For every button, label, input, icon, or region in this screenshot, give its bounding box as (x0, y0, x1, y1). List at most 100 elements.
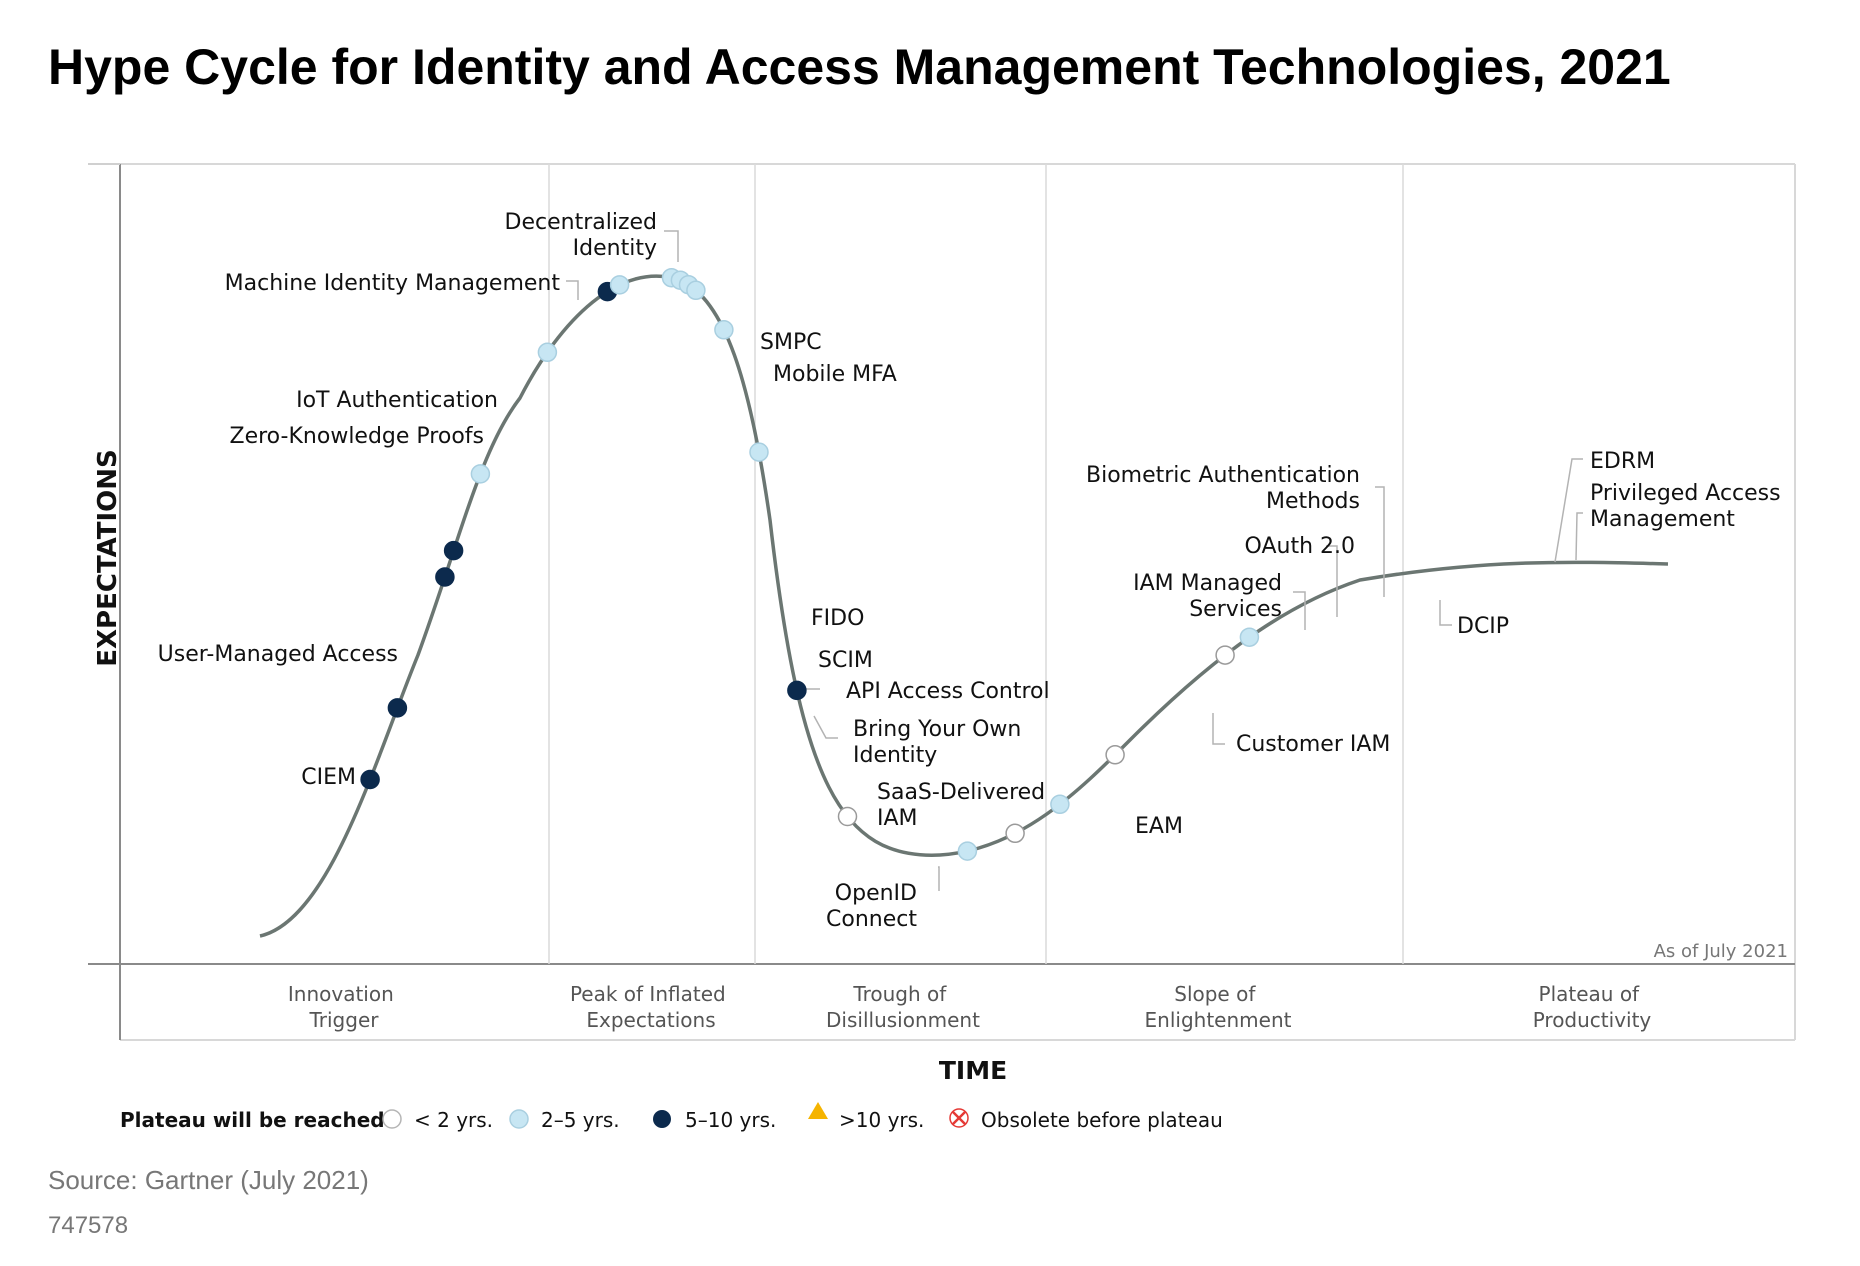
technology-label: SaaS-Delivered IAM (877, 780, 1045, 831)
technology-point: EDRM (1215, 449, 1655, 665)
technology-point: OpenID Connect (749, 442, 940, 932)
as-of-note: As of July 2021 (1654, 941, 1788, 962)
document-id: 747578 (48, 1212, 129, 1239)
label-connector (1326, 545, 1338, 617)
technology-marker (686, 280, 706, 301)
chart-frame (88, 163, 1796, 1041)
y-axis-label: EXPECTATIONS (93, 449, 123, 667)
phase-label: Slope of Enlightenment (1145, 982, 1292, 1032)
label-connector (1554, 458, 1583, 563)
technology-label: Mobile MFA (773, 362, 897, 387)
technology-point: OAuth 2.0 (1005, 534, 1355, 844)
technology-point: Customer IAM (837, 713, 1390, 827)
technology-label: User-Managed Access (158, 642, 398, 667)
technology-label: IoT Authentication (296, 388, 498, 413)
technology-marker (749, 442, 769, 462)
technology-marker (443, 540, 464, 561)
technology-marker (1050, 794, 1070, 815)
technology-marker (1239, 627, 1260, 647)
technology-point: Zero-Knowledge Proofs (230, 424, 484, 587)
legend-label: >10 yrs. (839, 1108, 924, 1132)
technology-label: API Access Control (846, 679, 1050, 704)
legend-label: 2–5 yrs. (541, 1108, 620, 1132)
technology-point: Machine Identity Management (225, 271, 579, 484)
technology-label: SCIM (818, 648, 873, 673)
technology-label: FIDO (811, 606, 864, 631)
technology-marker (387, 698, 408, 718)
technology-label: Bring Your Own Identity (853, 717, 1021, 768)
source-note: Source: Gartner (July 2021) (48, 1165, 369, 1195)
legend-marker-lt2 (382, 1109, 402, 1129)
technology-point: SaaS-Delivered IAM (714, 320, 1045, 831)
technology-marker (537, 342, 558, 363)
legend-marker-gt10 (808, 1102, 828, 1119)
legend-marker-obsolete (949, 1108, 969, 1128)
technology-label: OAuth 2.0 (1245, 534, 1355, 559)
technology-point: IoT Authentication (296, 388, 498, 561)
technology-point: API Access Control (678, 274, 1050, 704)
technology-label: CIEM (301, 765, 356, 790)
technology-marker (837, 806, 858, 827)
technology-marker (360, 769, 380, 790)
phase-labels: Innovation Trigger Peak of Inflated Expe… (288, 982, 1652, 1032)
technology-point: IAM Managed Services (957, 571, 1306, 861)
hype-curve (259, 274, 1669, 938)
label-connector (1293, 591, 1306, 630)
technology-marker (470, 464, 491, 484)
x-axis-label: TIME (939, 1056, 1007, 1085)
legend-marker-2to5 (509, 1109, 529, 1129)
technology-markers: CIEM User-Managed Access Zero-Knowledge Pr… (158, 210, 1781, 932)
technology-point: SMPC (597, 281, 822, 355)
label-connector (1575, 512, 1583, 561)
label-connector (664, 230, 679, 262)
technology-point: Privileged Access Management (1239, 481, 1781, 647)
label-connector (813, 715, 838, 739)
phase-label: Trough of Disillusionment (826, 982, 980, 1032)
label-connector (1212, 713, 1225, 745)
label-connector (1439, 600, 1452, 626)
technology-point: DCIP (1105, 600, 1509, 765)
technology-point: SCIM (670, 270, 873, 673)
phase-label: Innovation Trigger (288, 982, 400, 1032)
legend: Plateau will be reached: < 2 yrs. 2–5 yr… (120, 1102, 1223, 1132)
label-connector (1375, 486, 1385, 597)
technology-label: Customer IAM (1236, 732, 1390, 757)
legend-label: < 2 yrs. (414, 1108, 493, 1132)
technology-marker (787, 680, 807, 701)
technology-point: Decentralized Identity (505, 210, 679, 363)
technology-marker (957, 841, 978, 861)
phase-label: Plateau of Productivity (1533, 982, 1652, 1032)
technology-marker (714, 320, 734, 340)
technology-label: Privileged Access Management (1590, 481, 1781, 532)
technology-label: OpenID Connect (826, 881, 917, 932)
technology-point: User-Managed Access (158, 642, 408, 718)
technology-point: EAM (787, 680, 1183, 839)
label-connector (566, 280, 579, 300)
technology-point: Biometric Authentication Methods (1050, 463, 1385, 815)
technology-label: IAM Managed Services (1133, 571, 1282, 622)
label-connector (938, 866, 940, 891)
technology-point: Bring Your Own Identity (686, 280, 1021, 768)
technology-label: SMPC (760, 330, 822, 355)
legend-marker-5to10 (653, 1110, 671, 1128)
hype-cycle-chart: Innovation Trigger Peak of Inflated Expe… (88, 163, 1796, 1132)
page-title: Hype Cycle for Identity and Access Manag… (48, 39, 1671, 95)
technology-label: EAM (1135, 814, 1183, 839)
legend-label: Obsolete before plateau (981, 1108, 1223, 1132)
technology-label: Zero-Knowledge Proofs (230, 424, 484, 449)
technology-label: DCIP (1457, 614, 1509, 639)
technology-marker (609, 275, 630, 295)
technology-label: Machine Identity Management (225, 271, 561, 296)
technology-marker (1105, 745, 1125, 765)
technology-point: FIDO (661, 267, 864, 631)
technology-label: Decentralized Identity (505, 210, 657, 261)
technology-marker (435, 567, 455, 587)
technology-label: Biometric Authentication Methods (1086, 463, 1360, 514)
phase-label: Peak of Inflated Expectations (570, 982, 732, 1032)
technology-point: Mobile MFA (609, 275, 897, 387)
technology-marker (1005, 823, 1025, 844)
technology-point: CIEM (301, 765, 380, 790)
legend-title: Plateau will be reached: (120, 1108, 393, 1132)
legend-label: 5–10 yrs. (685, 1108, 776, 1132)
technology-label: EDRM (1590, 449, 1655, 474)
